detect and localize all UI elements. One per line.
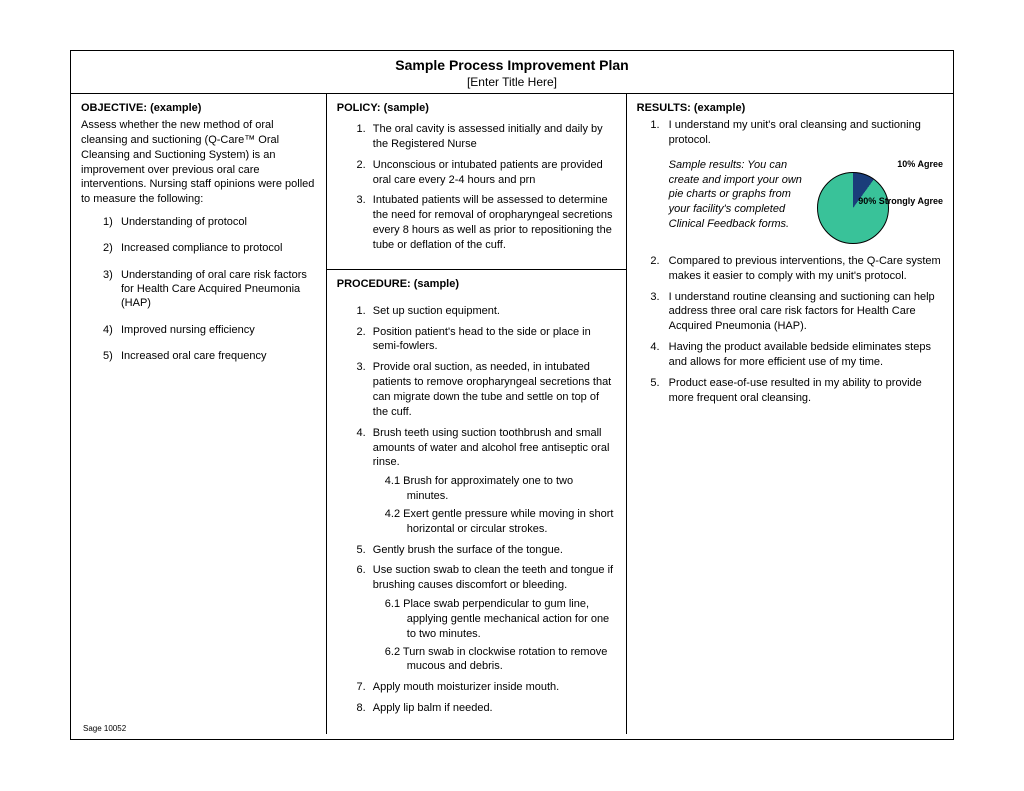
pie-chart <box>817 172 889 244</box>
procedure-sublist: 4.1 Brush for approximately one to two m… <box>385 474 616 536</box>
results-sample-note: Sample results: You can create and impor… <box>669 158 805 232</box>
procedure-item: Use suction swab to clean the teeth and … <box>369 563 616 674</box>
procedure-heading: PROCEDURE: (sample) <box>337 278 616 290</box>
procedure-item: Apply lip balm if needed. <box>369 701 616 716</box>
pie-label-agree: 10% Agree <box>813 158 943 170</box>
document-frame: Sample Process Improvement Plan [Enter T… <box>70 50 954 740</box>
results-item: Compared to previous interventions, the … <box>663 254 943 284</box>
procedure-list: Set up suction equipment. Position patie… <box>337 304 616 722</box>
procedure-item: Provide oral suction, as needed, in intu… <box>369 360 616 419</box>
results-heading: RESULTS: (example) <box>637 102 943 114</box>
pie-chart-wrap: 10% Agree 90% Strongly Agree <box>813 158 943 244</box>
results-item-text: I understand my unit's oral cleansing an… <box>669 119 921 146</box>
policy-item: Unconscious or intubated patients are pr… <box>369 158 616 188</box>
objective-item: Improved nursing efficiency <box>103 323 316 337</box>
citation: Schleder B et al., "The Effect of a Comp… <box>337 726 616 734</box>
divider <box>327 269 626 270</box>
procedure-sublist: 6.1 Place swab perpendicular to gum line… <box>385 597 616 674</box>
policy-item: The oral cavity is assessed initially an… <box>369 122 616 152</box>
objective-list: Understanding of protocol Increased comp… <box>81 215 316 363</box>
procedure-subitem: 6.1 Place swab perpendicular to gum line… <box>385 597 616 642</box>
results-chart-row: Sample results: You can create and impor… <box>669 158 943 244</box>
procedure-item: Set up suction equipment. <box>369 304 616 319</box>
procedure-item: Apply mouth moisturizer inside mouth. <box>369 680 616 695</box>
procedure-item-text: Use suction swab to clean the teeth and … <box>373 564 613 591</box>
policy-heading: POLICY: (sample) <box>337 102 616 114</box>
procedure-item: Position patient's head to the side or p… <box>369 325 616 355</box>
page: Sample Process Improvement Plan [Enter T… <box>0 0 1024 791</box>
results-item: Having the product available bedside eli… <box>663 340 943 370</box>
results-item: I understand my unit's oral cleansing an… <box>663 118 943 244</box>
doc-subtitle: [Enter Title Here] <box>71 75 953 89</box>
pie-label-strongly-agree: 90% Strongly Agree <box>858 196 943 207</box>
policy-procedure-column: POLICY: (sample) The oral cavity is asse… <box>327 94 627 734</box>
procedure-item: Brush teeth using suction toothbrush and… <box>369 426 616 537</box>
footer-id: Sage 10052 <box>83 724 126 733</box>
procedure-item: Gently brush the surface of the tongue. <box>369 543 616 558</box>
columns: OBJECTIVE: (example) Assess whether the … <box>71 94 953 734</box>
policy-item: Intubated patients will be assessed to d… <box>369 193 616 252</box>
procedure-item-text: Brush teeth using suction toothbrush and… <box>373 427 610 469</box>
objective-heading: OBJECTIVE: (example) <box>81 102 316 114</box>
objective-column: OBJECTIVE: (example) Assess whether the … <box>71 94 327 734</box>
doc-title: Sample Process Improvement Plan <box>71 57 953 73</box>
results-item: I understand routine cleansing and sucti… <box>663 290 943 335</box>
policy-list: The oral cavity is assessed initially an… <box>337 122 616 259</box>
objective-item: Understanding of oral care risk factors … <box>103 268 316 311</box>
objective-intro: Assess whether the new method of oral cl… <box>81 118 316 207</box>
objective-item: Understanding of protocol <box>103 215 316 229</box>
procedure-subitem: 4.1 Brush for approximately one to two m… <box>385 474 616 504</box>
procedure-subitem: 4.2 Exert gentle pressure while moving i… <box>385 507 616 537</box>
results-item: Product ease-of-use resulted in my abili… <box>663 376 943 406</box>
objective-item: Increased oral care frequency <box>103 349 316 363</box>
results-list: I understand my unit's oral cleansing an… <box>637 118 943 405</box>
header: Sample Process Improvement Plan [Enter T… <box>71 51 953 94</box>
results-column: RESULTS: (example) I understand my unit'… <box>627 94 953 734</box>
objective-item: Increased compliance to protocol <box>103 241 316 255</box>
procedure-subitem: 6.2 Turn swab in clockwise rotation to r… <box>385 645 616 675</box>
